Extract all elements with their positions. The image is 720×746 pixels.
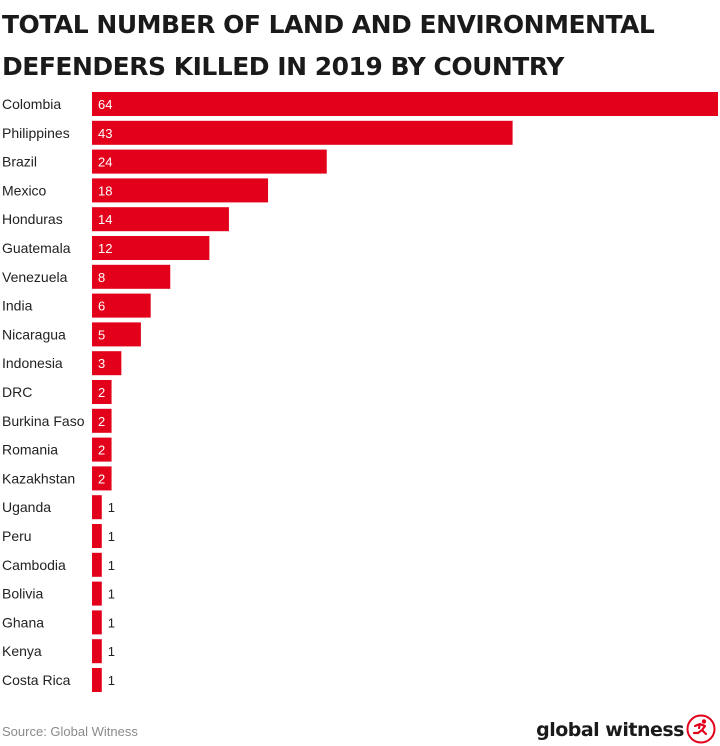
- bar: [92, 236, 210, 260]
- category-label: Kenya: [2, 643, 42, 659]
- data-label: 43: [98, 126, 112, 141]
- bar: [92, 610, 102, 635]
- data-label: 6: [98, 299, 105, 314]
- source-note: Source: Global Witness: [2, 724, 138, 739]
- category-label: Romania: [2, 442, 58, 458]
- bar: [92, 207, 229, 232]
- data-label: 1: [108, 587, 115, 602]
- category-label: Colombia: [2, 96, 61, 112]
- category-label: Indonesia: [2, 355, 63, 371]
- bar: [92, 408, 112, 433]
- category-label: Mexico: [2, 182, 47, 198]
- bar: [92, 351, 122, 376]
- data-label: 1: [108, 673, 115, 688]
- bar: [92, 120, 513, 145]
- data-label: 2: [98, 471, 105, 486]
- data-label: 12: [98, 241, 112, 256]
- data-label: 18: [98, 183, 112, 198]
- bar: [92, 149, 327, 174]
- bar: [92, 495, 102, 520]
- bar: [92, 639, 102, 664]
- data-label: 8: [98, 270, 105, 285]
- bar: [92, 264, 171, 289]
- data-label: 1: [108, 644, 115, 659]
- data-label: 2: [98, 385, 105, 400]
- bar: [92, 581, 102, 606]
- bar: [92, 92, 718, 116]
- category-label: India: [2, 298, 33, 314]
- category-label: Philippines: [2, 125, 70, 141]
- bar: [92, 466, 112, 491]
- bar: [92, 668, 102, 692]
- data-label: 64: [98, 97, 112, 112]
- category-label: Honduras: [2, 211, 63, 227]
- category-label: Brazil: [2, 154, 37, 170]
- data-label: 1: [108, 558, 115, 573]
- bar: [92, 524, 102, 548]
- category-label: Kazakhstan: [2, 470, 75, 486]
- category-label: DRC: [2, 384, 32, 400]
- category-label: Peru: [2, 528, 32, 544]
- bar: [92, 293, 151, 318]
- data-label: 24: [98, 155, 112, 170]
- data-label: 1: [108, 500, 115, 515]
- category-label: Costa Rica: [2, 672, 71, 688]
- category-label: Bolivia: [2, 586, 43, 602]
- running-figure-logo-icon: [686, 714, 716, 744]
- bar: [92, 178, 269, 203]
- data-label: 5: [98, 327, 105, 342]
- category-label: Guatemala: [2, 240, 71, 256]
- category-label: Venezuela: [2, 269, 68, 285]
- category-label: Ghana: [2, 614, 44, 630]
- category-label: Burkina Faso: [2, 413, 85, 429]
- category-label: Uganda: [2, 499, 51, 515]
- brand-wordmark: global witness: [536, 719, 684, 741]
- bar: [92, 380, 112, 404]
- data-label: 1: [108, 529, 115, 544]
- bar: [92, 437, 112, 462]
- data-label: 2: [98, 443, 105, 458]
- category-label: Nicaragua: [2, 326, 66, 342]
- data-label: 1: [108, 615, 115, 630]
- bar: [92, 552, 102, 577]
- chart-title: TOTAL NUMBER OF LAND AND ENVIRONMENTAL D…: [2, 10, 655, 81]
- bar: [92, 322, 141, 347]
- data-label: 3: [98, 356, 105, 371]
- data-label: 14: [98, 212, 112, 227]
- data-label: 2: [98, 414, 105, 429]
- category-label: Cambodia: [2, 557, 66, 573]
